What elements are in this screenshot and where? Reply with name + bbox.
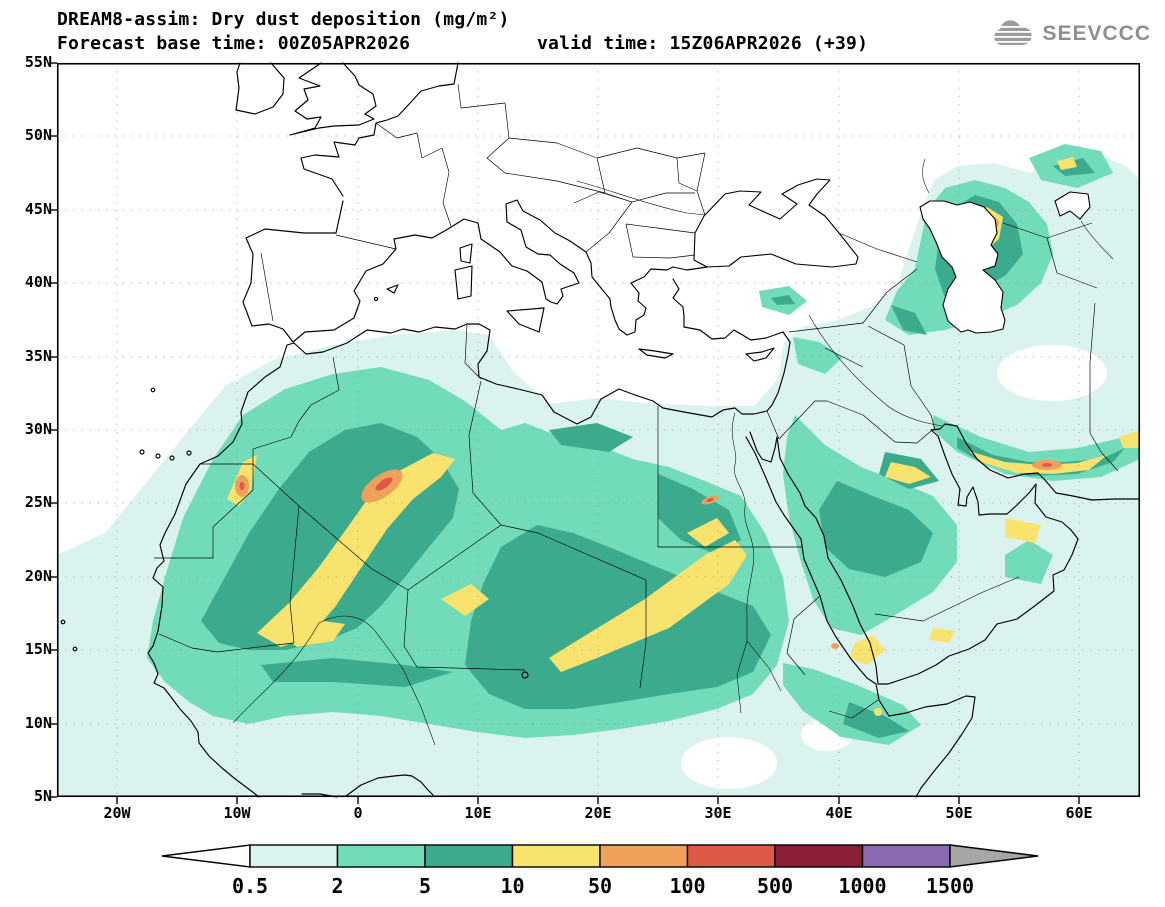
- map-frame: [56, 62, 1141, 798]
- lon-label-30E: 30E: [704, 804, 732, 822]
- river-niger: [232, 615, 436, 746]
- legend-label-2: 2: [331, 874, 344, 898]
- lat-label-55N: 55N: [24, 53, 52, 71]
- lon-label-40E: 40E: [825, 804, 853, 822]
- legend-label-5: 5: [418, 874, 432, 898]
- black-sea: [693, 178, 859, 268]
- river-danube: [576, 180, 706, 216]
- legend-label-50: 50: [587, 874, 613, 898]
- inland-seas: [693, 178, 1091, 334]
- legend-label-10: 10: [500, 874, 525, 898]
- coast-redsea-west-aden-somalia: [745, 436, 976, 798]
- island-capeverde-2: [60, 619, 66, 625]
- island-canary-4: [186, 450, 192, 456]
- lon-label-20W: 20W: [103, 804, 131, 822]
- colorbar-arrow-above-max: [949, 844, 1039, 868]
- axis-ticks: [50, 62, 1080, 804]
- island-madeira: [150, 387, 156, 393]
- lat-label-10N: 10N: [24, 714, 52, 732]
- lon-label-0: 0: [353, 804, 363, 822]
- caspian-sea: [919, 200, 1006, 334]
- lat-label-35N: 35N: [24, 347, 52, 365]
- cloud-icon: [990, 20, 1037, 46]
- forecast-base-time: Forecast base time: 00Z05APR2026: [57, 33, 411, 54]
- island-ibiza: [373, 296, 379, 302]
- legend-label-500: 500: [756, 874, 794, 898]
- chart-title: DREAM8-assim: Dry dust deposition (mg/m²…: [57, 9, 510, 30]
- lon-label-10W: 10W: [223, 804, 251, 822]
- coast-france-north: [300, 62, 459, 197]
- coast-ireland: [235, 62, 285, 115]
- island-canary-3: [169, 455, 175, 461]
- river-nile: [731, 412, 782, 714]
- logo-text: SEEVCCC: [1042, 22, 1151, 45]
- island-sicily: [506, 307, 545, 333]
- coast-anatolia-northafrica-westafrica: [147, 278, 791, 798]
- lat-label-50N: 50N: [24, 126, 52, 144]
- coast-britain: [289, 62, 377, 136]
- lon-label-50E: 50E: [945, 804, 973, 822]
- colorbar: [161, 844, 1039, 868]
- legend-label-1500: 1500: [925, 874, 975, 898]
- lon-label-20E: 20E: [584, 804, 612, 822]
- lake-chad: [521, 671, 529, 679]
- lat-label-20N: 20N: [24, 567, 52, 585]
- lat-label-40N: 40N: [24, 273, 52, 291]
- river-volga: [922, 158, 930, 194]
- coastlines: [60, 62, 1139, 798]
- legend-label-1000: 1000: [838, 874, 887, 898]
- colorbar-arrow-below-min: [161, 844, 251, 868]
- island-canary-1: [139, 449, 145, 455]
- legend-label-100: 100: [669, 874, 706, 898]
- legend-label-0.5: 0.5: [231, 874, 269, 898]
- lon-label-60E: 60E: [1065, 804, 1093, 822]
- island-mallorca: [386, 284, 399, 294]
- valid-time: valid time: 15Z06APR2026 (+39): [537, 33, 869, 54]
- lat-label-30N: 30N: [24, 420, 52, 438]
- coast-sinai-arabia-iran: [749, 423, 1139, 685]
- lat-label-5N: 5N: [33, 787, 52, 805]
- island-corsica: [459, 243, 473, 264]
- island-sardinia: [454, 265, 473, 300]
- island-capeverde-1: [72, 646, 78, 652]
- coast-gulf-of-guinea-2: [345, 774, 434, 797]
- island-cyprus: [745, 347, 775, 362]
- river-euphrates: [808, 314, 943, 427]
- lat-label-25N: 25N: [24, 493, 52, 511]
- lon-label-10E: 10E: [464, 804, 492, 822]
- aral-sea: [1054, 191, 1091, 220]
- rivers: [232, 158, 1114, 746]
- dust-fill-layers: [57, 144, 1140, 797]
- island-canary-2: [155, 453, 161, 459]
- country-borders: [154, 83, 1119, 719]
- coast-iberia-italy-balkans: [242, 199, 708, 343]
- island-crete: [638, 348, 674, 359]
- seevccc-logo: SEEVCCC: [990, 18, 1151, 50]
- river-amudarya: [1080, 220, 1114, 260]
- lat-label-15N: 15N: [24, 640, 52, 658]
- map-canvas: [50, 62, 1141, 804]
- lat-label-45N: 45N: [24, 200, 52, 218]
